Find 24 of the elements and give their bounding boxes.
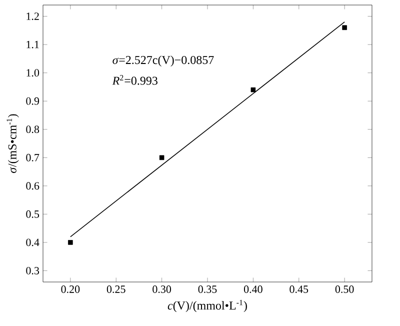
y-tick-label: 0.7 [26,154,40,162]
annotation: σ=2.527c(V)−0.0857 [112,56,214,67]
y-tick-label: 0.9 [26,97,40,105]
x-tick-label: 0.35 [198,286,217,293]
x-tick-label: 0.25 [106,286,126,293]
y-tick-label: 0.5 [26,210,40,218]
point [159,155,164,160]
x-tick-label: 0.20 [61,286,80,293]
x-axis-title: c(V)/(mmol•L$^{-1}$) [168,300,247,312]
y-tick-label: 0.3 [26,266,40,274]
y-tick-label: 1.1 [26,40,39,48]
point [68,240,73,245]
point [342,25,347,30]
point [250,87,256,92]
x-tick-label: 0.45 [290,286,308,293]
y-tick-label: 0.8 [26,126,40,134]
y-tick-label: 1.0 [26,69,40,77]
x-tick-label: 0.40 [244,286,262,293]
y-tick-label: 0.6 [26,182,40,190]
y-tick-label: 0.4 [26,238,40,246]
y-tick-label: 1.2 [26,12,39,20]
x-tick-label: 0.30 [152,286,172,293]
x-tick-label: 0.50 [335,286,354,293]
annotation: R$^{2}$=0.993 [112,75,158,85]
